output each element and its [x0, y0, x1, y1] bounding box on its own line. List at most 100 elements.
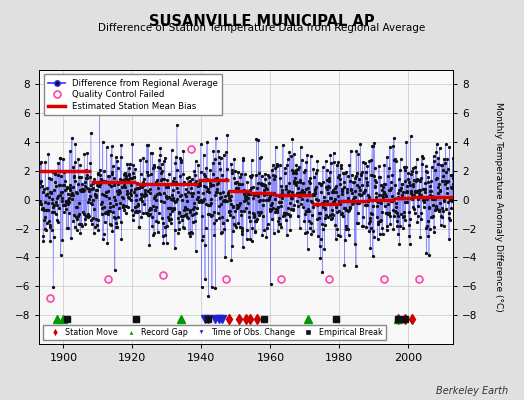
- Point: [104, 195, 113, 201]
- Point: [83, 175, 91, 182]
- Point: [246, 173, 255, 179]
- Point: [355, 191, 363, 197]
- Point: [77, 174, 85, 180]
- Point: [273, 209, 281, 215]
- Point: [183, 175, 192, 181]
- Point: [400, 167, 409, 173]
- Point: [111, 267, 119, 273]
- Point: [74, 213, 82, 220]
- Point: [420, 196, 428, 203]
- Point: [270, 195, 279, 202]
- Point: [101, 218, 109, 225]
- Point: [293, 197, 301, 204]
- Point: [299, 204, 308, 210]
- Point: [325, 169, 334, 175]
- Point: [159, 220, 167, 226]
- Point: [444, 215, 453, 221]
- Point: [419, 186, 427, 192]
- Point: [342, 223, 350, 229]
- Point: [357, 172, 365, 178]
- Point: [341, 205, 350, 212]
- Point: [304, 184, 312, 191]
- Point: [219, 198, 227, 204]
- Point: [436, 199, 444, 206]
- Point: [310, 192, 319, 198]
- Point: [419, 197, 428, 204]
- Point: [136, 184, 144, 190]
- Point: [104, 210, 113, 217]
- Point: [444, 199, 452, 206]
- Point: [110, 182, 118, 188]
- Text: SUSANVILLE MUNICIPAL AP: SUSANVILLE MUNICIPAL AP: [149, 14, 375, 29]
- Point: [445, 236, 453, 242]
- Point: [433, 174, 442, 181]
- Point: [298, 157, 306, 164]
- Point: [250, 214, 258, 220]
- Point: [417, 174, 425, 181]
- Point: [113, 188, 121, 194]
- Point: [348, 201, 356, 207]
- Point: [162, 193, 170, 199]
- Point: [191, 218, 199, 224]
- Point: [384, 173, 392, 179]
- Point: [91, 191, 99, 197]
- Point: [392, 208, 401, 215]
- Point: [406, 240, 414, 247]
- Point: [43, 220, 51, 226]
- Point: [320, 246, 329, 252]
- Point: [292, 169, 300, 176]
- Point: [405, 179, 413, 185]
- Point: [274, 218, 282, 225]
- Point: [144, 212, 152, 218]
- Point: [291, 168, 299, 174]
- Point: [418, 194, 427, 200]
- Point: [221, 254, 230, 261]
- Point: [290, 180, 298, 187]
- Point: [198, 284, 206, 290]
- Point: [232, 224, 241, 230]
- Point: [64, 201, 73, 207]
- Point: [159, 199, 168, 205]
- Point: [443, 185, 451, 191]
- Point: [372, 179, 380, 185]
- Point: [367, 172, 376, 178]
- Point: [96, 178, 105, 185]
- Point: [315, 243, 324, 249]
- Point: [211, 192, 219, 198]
- Point: [390, 213, 398, 220]
- Point: [159, 233, 167, 239]
- Point: [322, 186, 331, 192]
- Point: [101, 210, 110, 216]
- Point: [257, 181, 266, 187]
- Point: [385, 209, 393, 216]
- Point: [188, 193, 196, 199]
- Point: [42, 191, 51, 198]
- Point: [311, 170, 320, 176]
- Point: [422, 169, 431, 176]
- Point: [70, 172, 78, 179]
- Point: [332, 183, 341, 190]
- Point: [411, 178, 420, 184]
- Point: [195, 179, 204, 186]
- Point: [265, 196, 273, 202]
- Point: [50, 209, 59, 215]
- Point: [425, 204, 433, 210]
- Point: [66, 187, 74, 194]
- Point: [254, 193, 263, 199]
- Point: [156, 191, 164, 197]
- Point: [175, 208, 183, 215]
- Point: [281, 186, 290, 192]
- Point: [244, 195, 253, 202]
- Point: [378, 225, 386, 232]
- Point: [402, 183, 411, 189]
- Point: [84, 214, 93, 220]
- Point: [223, 198, 231, 204]
- Point: [73, 190, 81, 197]
- Point: [87, 182, 95, 188]
- Point: [366, 218, 374, 224]
- Point: [82, 212, 91, 219]
- Point: [290, 151, 298, 157]
- Point: [124, 203, 132, 210]
- Point: [224, 192, 233, 198]
- Point: [195, 199, 203, 206]
